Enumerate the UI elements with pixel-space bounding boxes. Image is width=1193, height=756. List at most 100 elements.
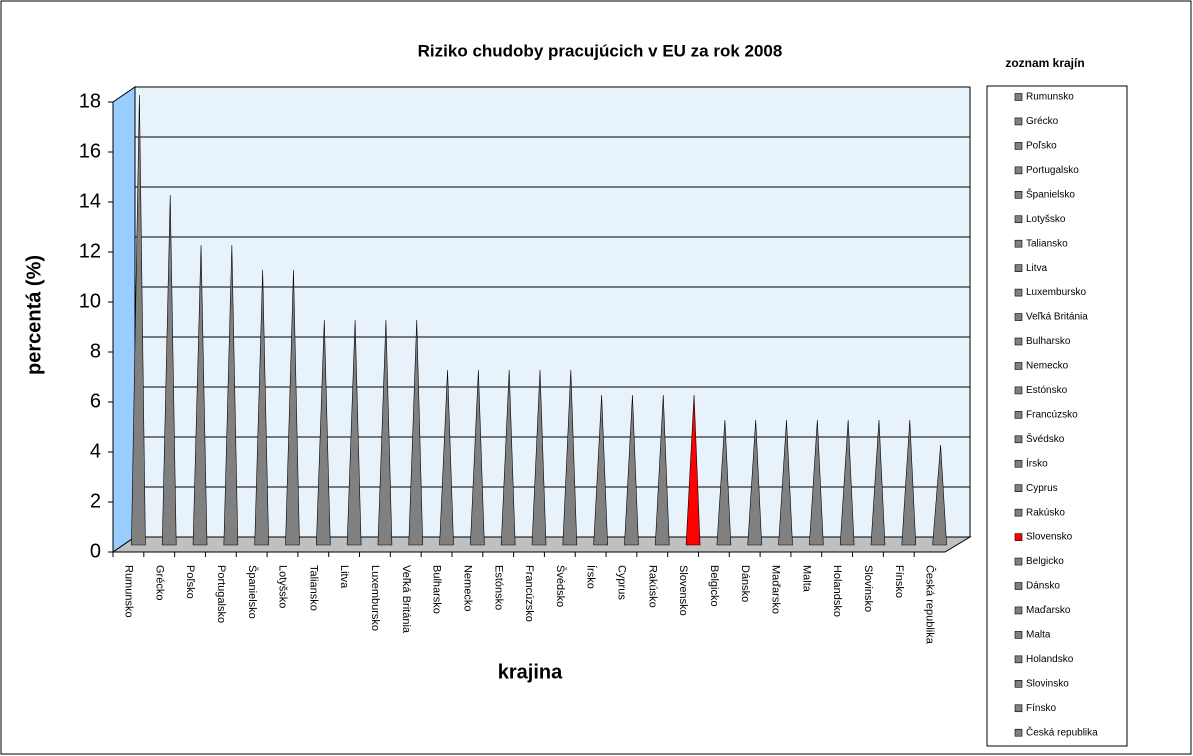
legend-swatch xyxy=(1014,435,1023,444)
legend-label: Portugalsko xyxy=(1026,165,1079,176)
cone xyxy=(839,419,855,546)
legend-label: Maďarsko xyxy=(1026,605,1071,616)
legend-swatch xyxy=(1014,166,1023,175)
x-tick-label: Lotyšsko xyxy=(277,565,289,608)
x-tick-label: Slovinsko xyxy=(862,565,874,612)
x-tick-label: Holandsko xyxy=(831,565,843,617)
x-tick-label: Bulharsko xyxy=(431,565,443,614)
legend xyxy=(986,85,1128,747)
legend-swatch xyxy=(1014,337,1023,346)
cone xyxy=(778,419,793,546)
y-tick-label: 12 xyxy=(79,240,101,262)
legend-swatch xyxy=(1014,582,1023,590)
legend-label: Belgicko xyxy=(1026,556,1064,567)
legend-swatch xyxy=(1014,386,1023,395)
legend-label: Slovinsko xyxy=(1026,678,1069,689)
cone xyxy=(192,244,208,546)
y-tick-label: 2 xyxy=(90,490,101,512)
cone xyxy=(254,269,269,546)
cone xyxy=(315,319,331,546)
y-tick-label: 10 xyxy=(79,290,101,312)
cone xyxy=(716,419,732,546)
x-tick-label: Slovensko xyxy=(677,565,689,616)
cone xyxy=(285,269,300,546)
y-tick-label: 14 xyxy=(79,190,101,212)
legend-label: Dánsko xyxy=(1026,581,1060,592)
cone xyxy=(470,369,485,546)
x-tick-label: Dánsko xyxy=(739,565,751,602)
legend-label: Veľká Británia xyxy=(1026,312,1088,323)
legend-label: Holandsko xyxy=(1026,654,1074,665)
legend-label: Grécko xyxy=(1026,116,1059,127)
cone xyxy=(747,419,763,546)
cone xyxy=(346,319,362,546)
legend-label: Luxembursko xyxy=(1026,287,1086,298)
x-tick-label: Rakúsko xyxy=(646,565,658,608)
legend-swatch xyxy=(1014,557,1023,566)
y-tick-label: 8 xyxy=(90,340,101,362)
legend-swatch xyxy=(1014,533,1023,541)
legend-label: Malta xyxy=(1026,630,1051,641)
cone xyxy=(500,369,516,546)
legend-label: Česká republika xyxy=(1026,725,1098,738)
legend-label: Rumunsko xyxy=(1026,92,1074,103)
legend-label: Litva xyxy=(1026,263,1048,274)
x-tick-label: Fínsko xyxy=(893,565,905,598)
legend-swatch xyxy=(1014,313,1023,321)
x-tick-label: Cyprus xyxy=(616,565,628,600)
cone xyxy=(131,94,146,546)
y-tick-label: 0 xyxy=(90,540,101,562)
legend-label: Lotyšsko xyxy=(1026,214,1066,225)
legend-swatch xyxy=(1014,93,1023,101)
legend-swatch xyxy=(1014,239,1023,248)
x-tick-label: Poľsko xyxy=(184,565,196,599)
cone xyxy=(377,319,393,546)
legend-label: Írsko xyxy=(1026,456,1048,469)
x-tick-label: Česká republika xyxy=(924,565,937,645)
legend-title: zoznam krajín xyxy=(1005,56,1084,70)
x-tick-label: Estónsko xyxy=(492,565,504,610)
cone xyxy=(161,194,177,546)
legend-swatch xyxy=(1014,215,1023,224)
legend-label: Poľsko xyxy=(1026,141,1057,152)
legend-label: Nemecko xyxy=(1026,361,1069,372)
legend-label: Francúzsko xyxy=(1026,409,1078,420)
legend-swatch xyxy=(1014,459,1023,468)
legend-swatch xyxy=(1014,679,1023,688)
legend-label: Slovensko xyxy=(1026,532,1073,543)
cone xyxy=(870,419,886,546)
legend-label: Fínsko xyxy=(1026,703,1056,714)
x-tick-label: Švédsko xyxy=(554,565,567,607)
legend-swatch xyxy=(1014,191,1023,199)
legend-swatch xyxy=(1014,362,1023,370)
x-tick-label: Veľká Británia xyxy=(400,565,412,634)
y-axis-title: percentá (%) xyxy=(23,255,45,375)
legend-swatch xyxy=(1014,411,1023,419)
x-tick-label: Nemecko xyxy=(461,565,473,611)
x-tick-label: Španielsko xyxy=(246,565,259,619)
legend-swatch xyxy=(1014,704,1023,713)
y-tick-label: 6 xyxy=(90,390,101,412)
cone xyxy=(685,394,701,546)
legend-swatch xyxy=(1014,484,1023,493)
legend-label: Bulharsko xyxy=(1026,336,1071,347)
cone xyxy=(654,394,670,546)
legend-swatch xyxy=(1014,728,1023,737)
x-axis-title: krajina xyxy=(498,661,563,683)
cone xyxy=(562,369,578,546)
legend-swatch xyxy=(1014,264,1023,272)
legend-swatch xyxy=(1014,142,1023,150)
legend-swatch xyxy=(1014,606,1023,615)
legend-label: Švédsko xyxy=(1026,432,1065,445)
x-tick-label: Maďarsko xyxy=(770,565,782,614)
y-tick-label: 16 xyxy=(79,140,101,162)
legend-label: Španielsko xyxy=(1026,187,1075,200)
cone xyxy=(932,444,947,546)
x-tick-label: Írsko xyxy=(585,565,598,589)
cone xyxy=(901,419,917,546)
legend-label: Taliansko xyxy=(1026,238,1068,249)
legend-swatch xyxy=(1014,288,1023,297)
x-tick-label: Malta xyxy=(800,565,812,593)
cone xyxy=(624,394,639,546)
